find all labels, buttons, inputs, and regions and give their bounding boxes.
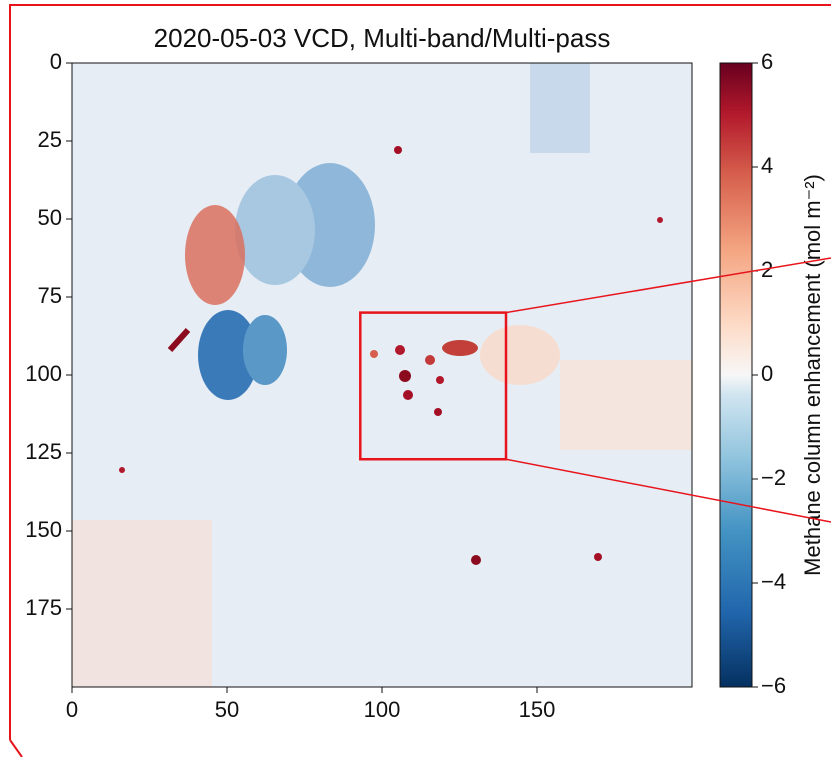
y-tick-label: 75	[38, 283, 62, 308]
x-tick-label: 150	[519, 697, 556, 722]
zoom-line	[505, 257, 831, 314]
heatmap-image	[72, 63, 692, 687]
frame-edge	[9, 739, 23, 757]
colorbar-tick-label: −6	[761, 673, 786, 698]
x-tick-label: 50	[215, 697, 239, 722]
y-tick-label: 125	[25, 439, 62, 464]
x-tick-label: 0	[66, 697, 78, 722]
y-tick-label: 175	[25, 595, 62, 620]
colorbar-tick-label: 6	[761, 49, 773, 74]
colorbar-label: Methane column enhancement (mol m⁻²)	[800, 174, 825, 576]
colorbar-tick-label: 0	[761, 361, 773, 386]
zoom-line	[505, 458, 831, 523]
x-tick-label: 100	[364, 697, 401, 722]
colorbar-tick-label: −4	[761, 569, 786, 594]
colorbar-tick-label: −2	[761, 465, 786, 490]
highlight-box	[359, 311, 508, 461]
colorbar	[719, 62, 753, 688]
y-tick-label: 50	[38, 205, 62, 230]
y-tick-label: 0	[50, 49, 62, 74]
frame	[9, 4, 831, 740]
y-tick-label: 100	[25, 361, 62, 386]
chart-title: 2020-05-03 VCD, Multi-band/Multi-pass	[154, 23, 611, 53]
y-tick-label: 150	[25, 517, 62, 542]
colorbar-tick-label: 4	[761, 153, 773, 178]
y-tick-label: 25	[38, 127, 62, 152]
